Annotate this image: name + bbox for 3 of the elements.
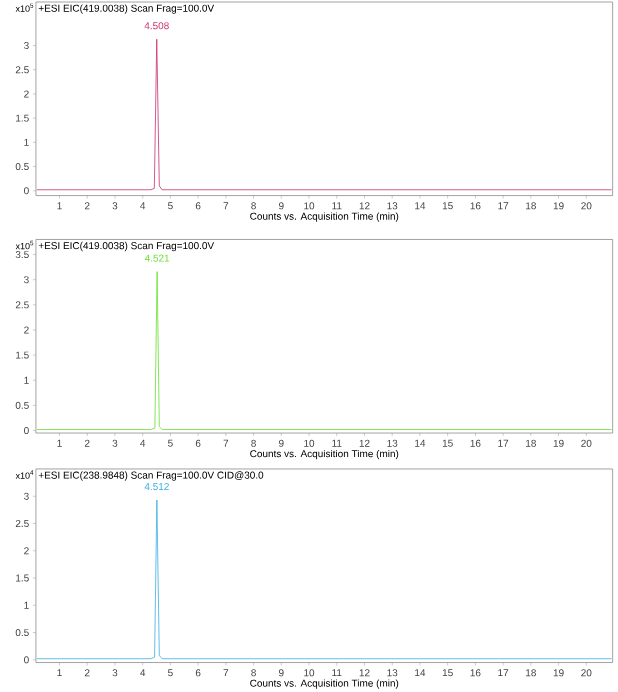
line-series — [36, 38, 612, 191]
line-series — [36, 499, 612, 660]
line-series — [36, 271, 612, 430]
